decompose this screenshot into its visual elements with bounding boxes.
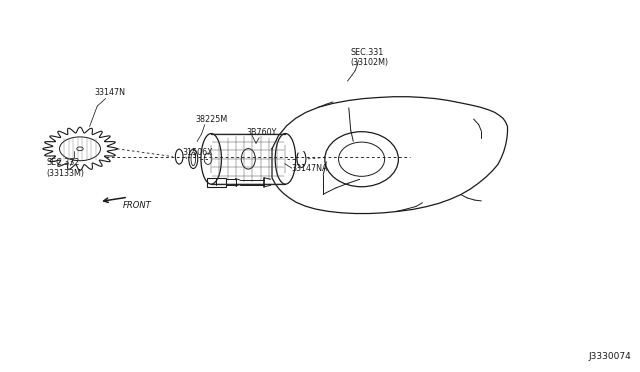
- Text: 33147N: 33147N: [95, 88, 125, 97]
- Text: SEC.331
(33102M): SEC.331 (33102M): [351, 48, 389, 67]
- Text: SEC.332
(33133M): SEC.332 (33133M): [46, 158, 84, 178]
- Text: J3330074: J3330074: [589, 352, 632, 361]
- Bar: [207, 178, 226, 187]
- Text: 31506X: 31506X: [182, 148, 213, 157]
- Text: 38225M: 38225M: [195, 115, 227, 124]
- Text: FRONT: FRONT: [123, 201, 152, 210]
- Text: 33147NA: 33147NA: [292, 164, 328, 173]
- Text: 3B760Y: 3B760Y: [246, 128, 276, 137]
